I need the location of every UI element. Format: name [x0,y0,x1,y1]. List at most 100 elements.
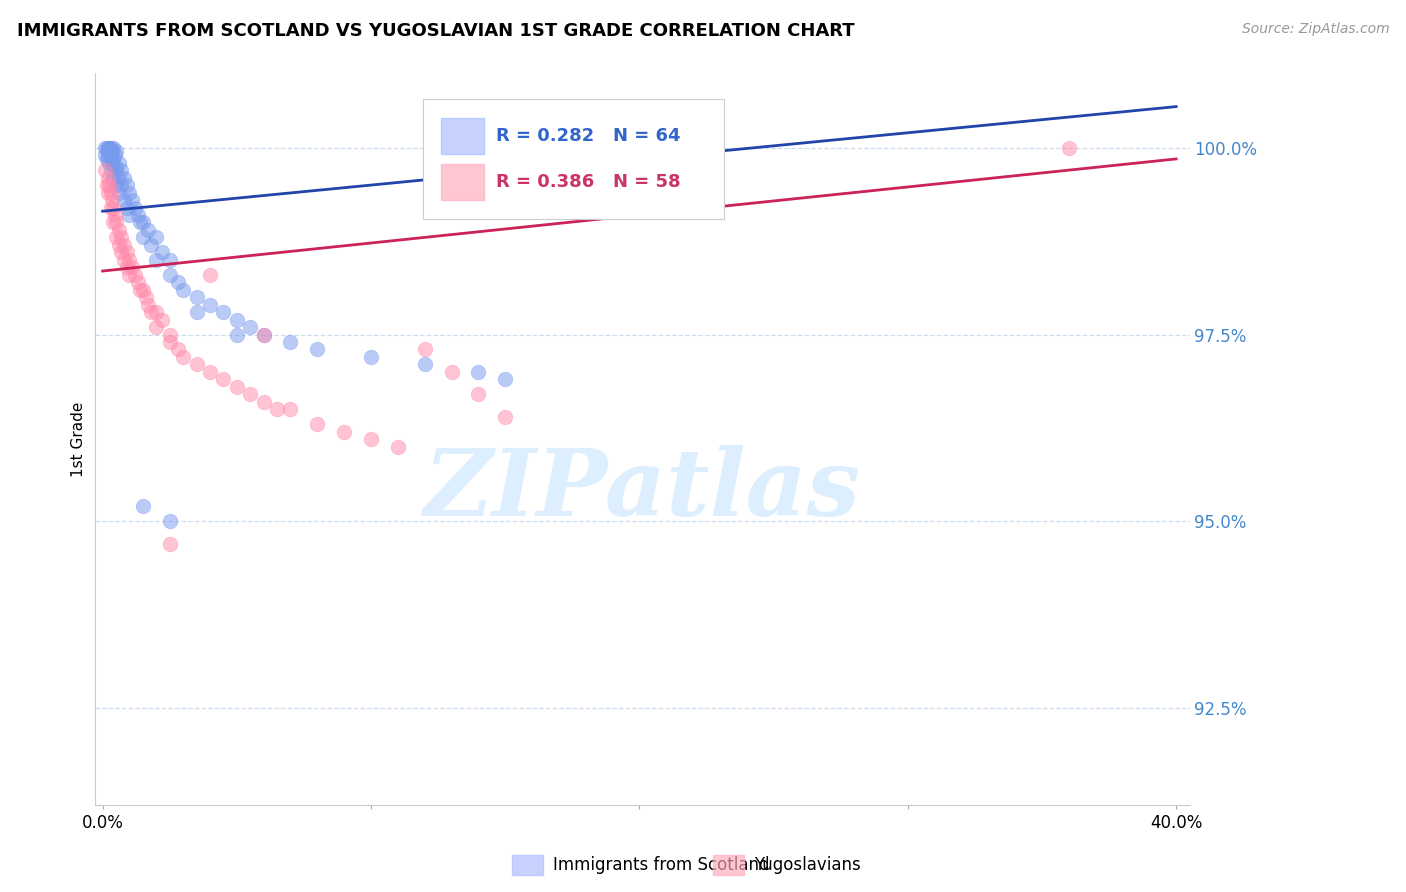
Point [118,186,141,200]
Point [98,155,121,169]
Point [115,178,138,192]
Point [96,178,118,192]
Point [104,160,127,174]
Point [135,290,157,304]
Point [145,320,167,334]
Point [150,312,173,326]
Point [107,223,129,237]
Point [115,201,138,215]
Point [121,193,143,207]
Point [112,238,135,252]
Point [145,230,167,244]
Point [118,252,141,267]
Point [105,145,128,159]
Point [107,238,129,252]
Text: R = 0.386   N = 58: R = 0.386 N = 58 [496,173,681,191]
Point [112,170,135,185]
Point [307,343,329,357]
Point [186,358,208,372]
Point [136,223,159,237]
Point [360,432,382,446]
Point [136,298,159,312]
Point [145,305,167,319]
Point [110,230,132,244]
Point [212,372,235,386]
Point [112,193,135,207]
Point [103,170,125,185]
Point [103,201,125,215]
Point [166,343,188,357]
Point [253,327,276,342]
Point [467,365,489,379]
Point [110,178,132,192]
Text: ZIPatlas: ZIPatlas [423,445,860,535]
Point [96,141,118,155]
Point [212,305,235,319]
Point [101,145,124,159]
Point [387,440,409,454]
Point [132,283,155,297]
Point [440,365,463,379]
Point [97,170,120,185]
Point [467,387,489,401]
Point [225,327,247,342]
Point [105,178,128,192]
Point [159,515,181,529]
FancyBboxPatch shape [440,118,485,154]
Point [413,343,436,357]
Point [105,215,128,229]
Point [127,275,149,289]
Point [107,155,129,169]
Point [112,252,135,267]
Point [239,320,262,334]
Point [103,215,125,229]
Point [98,141,121,155]
Point [159,327,181,342]
Point [104,148,127,162]
Text: Yugoslavians: Yugoslavians [754,856,860,874]
Point [110,245,132,260]
Point [494,409,516,424]
Point [159,252,181,267]
Point [105,230,128,244]
Point [145,252,167,267]
FancyBboxPatch shape [440,164,485,201]
Point [239,387,262,401]
Point [360,350,382,364]
Point [225,312,247,326]
Point [1057,141,1080,155]
Point [253,327,276,342]
Point [103,141,125,155]
Point [100,148,122,162]
Point [198,298,221,312]
Point [96,152,118,166]
Point [186,290,208,304]
Point [94,141,117,155]
Point [132,500,155,514]
Point [132,215,155,229]
Point [333,425,356,439]
Point [159,334,181,349]
Text: R = 0.282   N = 64: R = 0.282 N = 64 [496,127,681,145]
Point [105,163,128,178]
Point [253,394,276,409]
Point [129,215,152,229]
Point [186,305,208,319]
Point [139,238,162,252]
Text: Source: ZipAtlas.com: Source: ZipAtlas.com [1241,22,1389,37]
Point [198,365,221,379]
Point [107,170,129,185]
Point [104,208,127,222]
Point [413,358,436,372]
Point [132,230,155,244]
Point [100,201,122,215]
Point [98,178,121,192]
Point [103,152,125,166]
Point [166,275,188,289]
Point [280,402,302,417]
Point [101,193,124,207]
Point [118,268,141,282]
Point [139,305,162,319]
Y-axis label: 1st Grade: 1st Grade [72,401,86,477]
Point [110,163,132,178]
